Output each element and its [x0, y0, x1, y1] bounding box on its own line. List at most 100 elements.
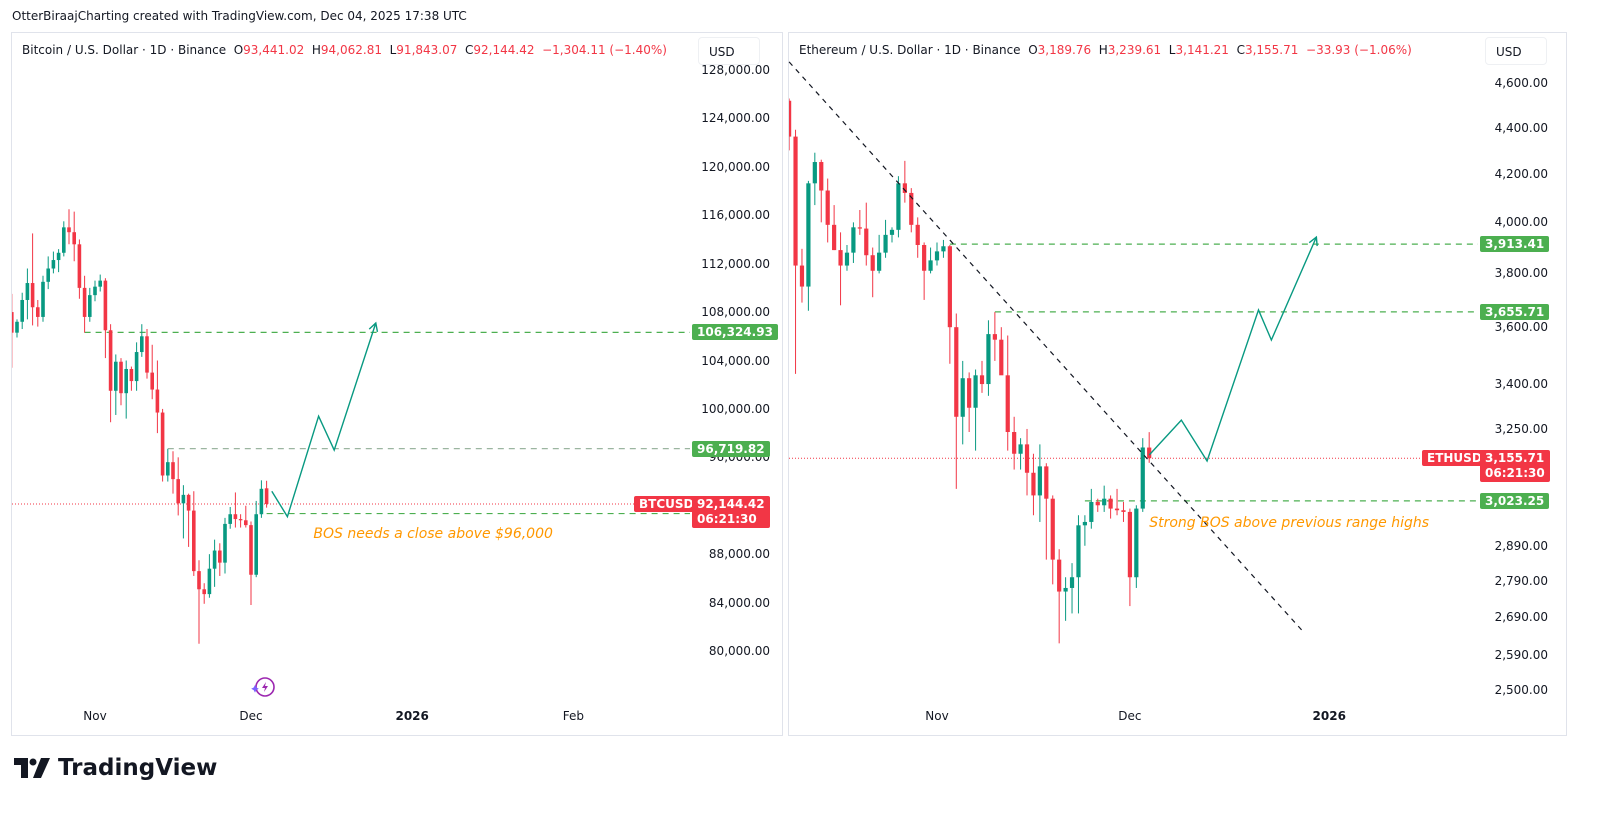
projection-arrowhead	[1308, 235, 1318, 247]
candle-body	[1012, 432, 1017, 454]
annotation-note: BOS needs a close above $96,000	[313, 525, 553, 542]
high-value: 3,239.61	[1107, 43, 1162, 57]
candle	[233, 492, 238, 528]
candle	[119, 358, 123, 406]
y-axis-tick: 2,590.00	[1494, 647, 1548, 662]
sparkle	[251, 685, 259, 693]
candle-body	[30, 283, 35, 308]
candle-body	[1050, 498, 1055, 560]
candle	[181, 485, 186, 539]
candle-body	[793, 136, 798, 266]
y-axis-tick: 128,000.00	[701, 63, 770, 77]
currency-button[interactable]: USD	[698, 37, 760, 65]
candle-body	[979, 375, 985, 385]
candle	[1044, 463, 1049, 560]
candle	[1031, 453, 1036, 516]
candle-body	[171, 462, 175, 480]
candle-body	[36, 307, 40, 317]
y-axis-tick: 124,000.00	[701, 111, 770, 126]
candle	[1082, 515, 1087, 546]
candle	[15, 319, 19, 338]
candle	[902, 160, 907, 203]
candle-body	[51, 260, 56, 269]
candle-body	[941, 246, 946, 252]
x-axis-label: Nov	[925, 709, 949, 723]
candle	[838, 232, 843, 306]
candle	[176, 457, 180, 516]
chart-credit: OtterBiraajCharting created with Trading…	[12, 9, 467, 23]
y-axis-tick: 2,500.00	[1494, 683, 1548, 697]
symbol-title[interactable]: Bitcoin / U.S. Dollar · 1D · Binance	[22, 43, 227, 57]
candle	[145, 329, 149, 379]
candle-body	[12, 312, 14, 333]
candle	[789, 98, 792, 151]
candle	[129, 366, 134, 391]
candle-body	[202, 589, 206, 595]
candle-body	[789, 100, 792, 137]
candle-body	[1114, 508, 1120, 511]
brand-name: TradingView	[58, 755, 218, 781]
candle-body	[992, 334, 997, 340]
candle-body	[896, 183, 901, 230]
candle-body	[1005, 375, 1010, 433]
low-value: 91,843.07	[396, 43, 458, 57]
candle	[1127, 508, 1132, 607]
y-axis-tick: 112,000.00	[701, 256, 770, 271]
candle-body	[838, 250, 843, 266]
candle	[954, 313, 959, 489]
y-axis-tick: 3,600.00	[1494, 320, 1548, 335]
eth-chart-panel[interactable]: Ethereum / U.S. Dollar · 1D · Binance O3…	[788, 32, 1567, 736]
candle-body	[259, 488, 264, 515]
candle-body	[857, 227, 862, 229]
candle	[160, 408, 165, 482]
candle-body	[812, 162, 817, 184]
candle	[992, 312, 997, 361]
candle	[41, 275, 45, 322]
candle	[12, 293, 14, 368]
close-value: 3,155.71	[1244, 43, 1299, 57]
candle	[207, 554, 212, 598]
high-value: 94,062.81	[320, 43, 382, 57]
candle-body	[954, 327, 959, 417]
candle-body	[1102, 498, 1107, 506]
candle	[979, 360, 985, 393]
candle-body	[150, 372, 154, 390]
candle-body	[25, 283, 30, 300]
candle-body	[1095, 501, 1100, 506]
y-axis-tick: 120,000.00	[701, 159, 770, 174]
symbol-title[interactable]: Ethereum / U.S. Dollar · 1D · Binance	[799, 43, 1021, 57]
level-price-label: 3,913.41	[1480, 236, 1550, 253]
candle	[25, 268, 30, 320]
candle	[238, 514, 243, 528]
candle-body	[160, 412, 165, 476]
change-value: −1,304.11 (−1.40%)	[542, 43, 667, 57]
last-price-label: 92,144.42 06:21:30	[692, 496, 770, 528]
symbol-price-tag: BTCUSD	[634, 496, 699, 512]
candle	[150, 344, 154, 400]
candle	[1037, 444, 1042, 522]
candle-body	[166, 462, 170, 476]
candle	[1134, 505, 1139, 588]
candle-body	[851, 227, 856, 253]
candle-body	[1140, 447, 1145, 509]
candle-body	[1082, 521, 1087, 526]
candle-body	[218, 550, 222, 563]
lightning-icon	[251, 677, 275, 697]
candle-body	[228, 514, 232, 524]
candle	[1095, 498, 1100, 512]
candle	[896, 176, 901, 238]
candle-body	[883, 234, 888, 253]
candle	[967, 372, 972, 433]
candle-body	[264, 488, 269, 505]
btc-chart-panel[interactable]: Bitcoin / U.S. Dollar · 1D · Binance O93…	[11, 32, 783, 736]
candle	[98, 274, 102, 292]
candle	[103, 278, 108, 359]
candle-body	[825, 190, 830, 225]
candle-body	[46, 268, 50, 282]
tradingview-logo[interactable]: TradingView	[14, 755, 217, 781]
candle-body	[249, 525, 253, 575]
candle	[1063, 577, 1068, 621]
candle	[806, 180, 811, 311]
candle-body	[844, 252, 850, 266]
currency-button[interactable]: USD	[1485, 37, 1547, 65]
